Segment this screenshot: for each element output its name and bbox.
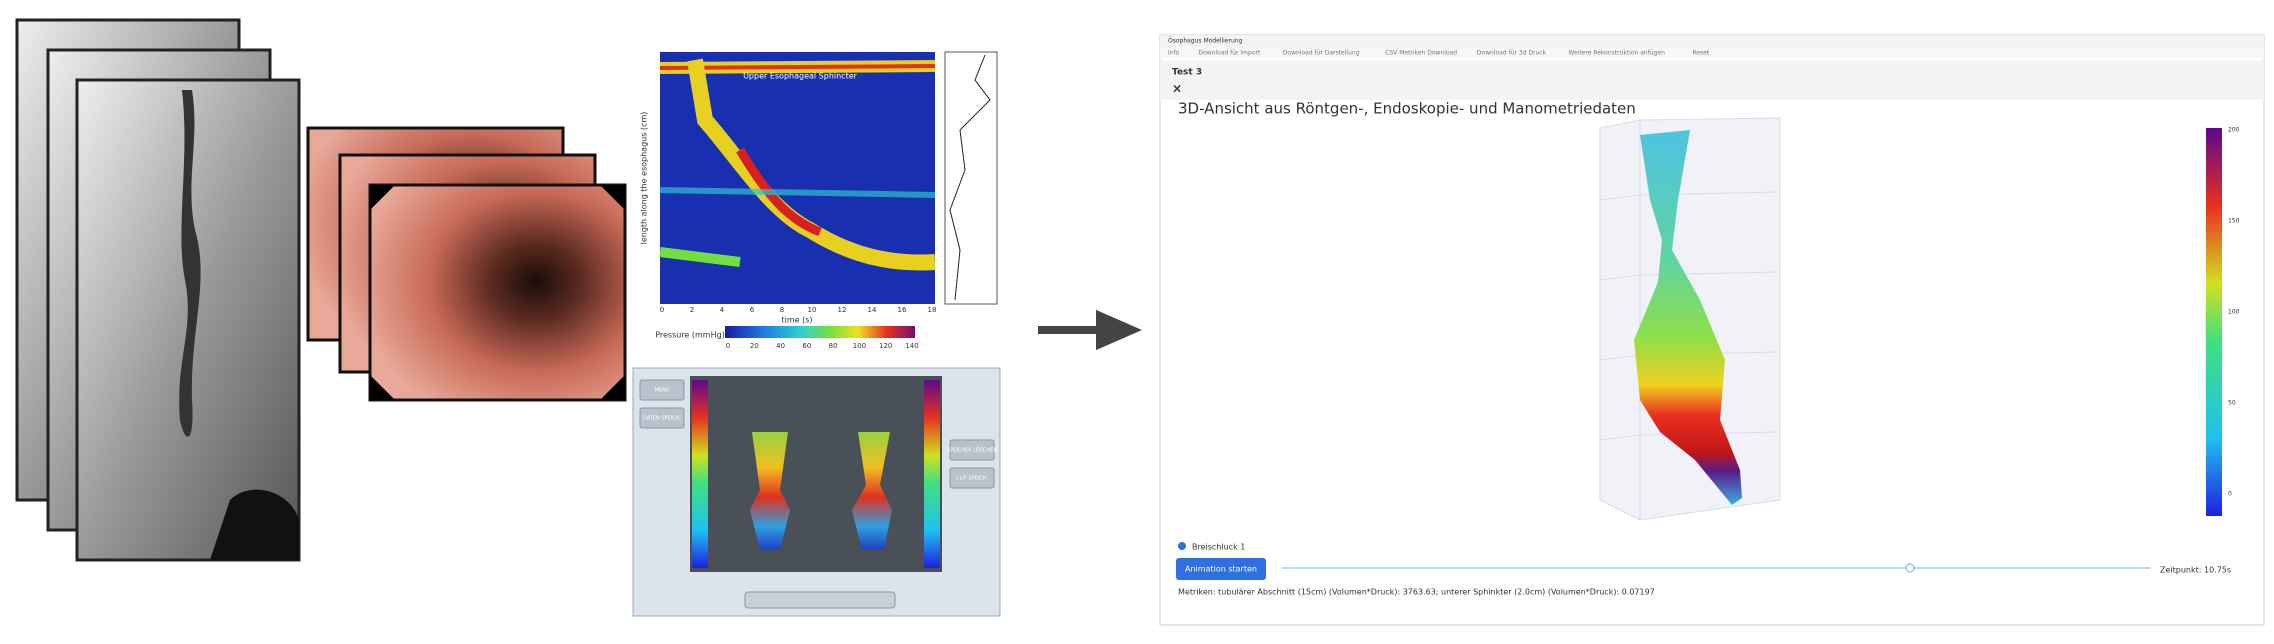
title-bar <box>1160 35 2264 47</box>
device-scale <box>924 380 940 568</box>
y-label: length along the esophagus (cm) <box>640 112 649 245</box>
radio-label: Breischluck 1 <box>1192 543 1245 552</box>
time-label: Zeitpunkt: 10.75s <box>2160 566 2231 575</box>
heatmap-band <box>659 64 936 70</box>
manometry: Upper Esophageal Sphincter length along … <box>640 51 998 350</box>
device-button[interactable] <box>639 379 685 401</box>
x-tick-label: 8 <box>780 306 784 314</box>
device-button[interactable] <box>949 467 995 489</box>
device-button-label: MENÜ <box>655 387 670 394</box>
colorbar-tick-label: 100 <box>2228 309 2240 316</box>
metrics: Metriken: tubulärer Abschnitt (15cm) (Vo… <box>1178 588 1655 597</box>
manometry-title: Upper Esophageal Sphincter <box>743 72 858 81</box>
device-button-label: SPEICHER LÖSCHEN <box>947 447 997 454</box>
esophagus-model <box>1634 130 1742 505</box>
xray-esophagus <box>179 90 201 437</box>
x-tick-label: 6 <box>750 306 755 314</box>
device-buttons: MENÜ DATEN SPEICH. SPEICHER LÖSCHEN CLIP SP… <box>639 379 997 489</box>
x-tick-label: 2 <box>690 306 694 314</box>
x-ticks: 0 2 4 6 8 10 12 14 16 18 <box>660 306 937 314</box>
colorbar-ticks: 0 50 100 150 200 <box>2228 127 2240 498</box>
plot-grid <box>1599 120 1781 520</box>
menu-bar <box>1160 47 2264 58</box>
menu-item[interactable]: Info <box>1168 50 1180 57</box>
menu-item[interactable]: Download für Darstellung <box>1283 50 1360 57</box>
colorbar-tick-label: 200 <box>2228 127 2240 134</box>
endoscopy-frame <box>368 183 627 402</box>
legend-tick-label: 140 <box>905 342 918 350</box>
device-button-label: CLIP SPEICH. <box>956 476 988 482</box>
device: MENÜ DATEN SPEICH. SPEICHER LÖSCHEN CLIP SP… <box>632 367 1001 617</box>
radio[interactable] <box>1178 542 1186 550</box>
menu-item[interactable]: Reset <box>1692 50 1709 57</box>
heatmap-band <box>736 147 822 237</box>
x-tick-label: 16 <box>898 306 907 314</box>
menu-item[interactable]: Download für 3d Druck <box>1477 50 1547 57</box>
colorbar-tick-label: 150 <box>2228 218 2240 225</box>
legend-tick-label: 20 <box>750 342 759 350</box>
colorbar-tick-label: 0 <box>2228 491 2232 498</box>
device-cone <box>852 432 892 550</box>
endoscopy-stack <box>306 126 627 402</box>
animation-button-label: Animation starten <box>1185 565 1257 574</box>
legend-tick-label: 120 <box>879 342 892 350</box>
x-tick-label: 10 <box>808 306 817 314</box>
device-slider <box>744 591 896 609</box>
x-tick-label: 4 <box>720 306 725 314</box>
device-button[interactable] <box>949 439 995 461</box>
x-tick-label: 12 <box>838 306 847 314</box>
x-label: time (s) <box>781 316 812 325</box>
side-profile <box>949 54 991 301</box>
legend-tick-label: 0 <box>726 342 730 350</box>
colorbar <box>2206 128 2222 516</box>
menu-item[interactable]: Download für Import <box>1198 50 1261 57</box>
device-button[interactable] <box>639 407 685 429</box>
device-button-label: DATEN SPEICH. <box>643 416 681 422</box>
device-screen <box>690 376 942 572</box>
menu: Info Download für Import Download für Dars… <box>1168 50 1710 57</box>
slider-handle[interactable] <box>1905 563 1915 573</box>
tab[interactable]: Test 3 <box>1172 68 1202 78</box>
xray-stomach <box>210 489 299 560</box>
xray-stack <box>15 18 301 562</box>
app-window: Ösophagus Modellierung Info Download für … <box>1159 34 2265 626</box>
colorbar-tick-label: 50 <box>2228 400 2236 407</box>
menu-item[interactable]: Weitere Rekonstruktion anfügen <box>1568 50 1665 57</box>
legend-title: Pressure (mmHg) <box>655 331 725 340</box>
legend-tick-label: 40 <box>776 342 785 350</box>
x-tick-label: 0 <box>660 306 664 314</box>
legend-tick-label: 80 <box>829 342 838 350</box>
heatmap-band <box>659 187 936 198</box>
arrow <box>1038 309 1142 351</box>
legend-tick-label: 60 <box>802 342 811 350</box>
heading: 3D-Ansicht aus Röntgen-, Endoskopie- und… <box>1178 100 1636 118</box>
device-scale <box>692 380 708 568</box>
legend-bar <box>725 326 915 338</box>
legend-ticks: 0 20 40 60 80 100 120 140 <box>726 342 919 350</box>
heatmap-band <box>659 247 741 267</box>
menu-item[interactable]: CSV Metriken Download <box>1385 50 1457 57</box>
tab-area <box>1160 60 2264 100</box>
device-cone <box>750 432 790 550</box>
close-button[interactable]: × <box>1172 82 1182 96</box>
legend-tick-label: 100 <box>853 342 866 350</box>
side-panel <box>944 51 998 305</box>
x-tick-label: 14 <box>868 306 877 314</box>
window-title: Ösophagus Modellierung <box>1168 38 1243 45</box>
animation-button[interactable] <box>1176 558 1266 580</box>
x-tick-label: 18 <box>928 306 937 314</box>
